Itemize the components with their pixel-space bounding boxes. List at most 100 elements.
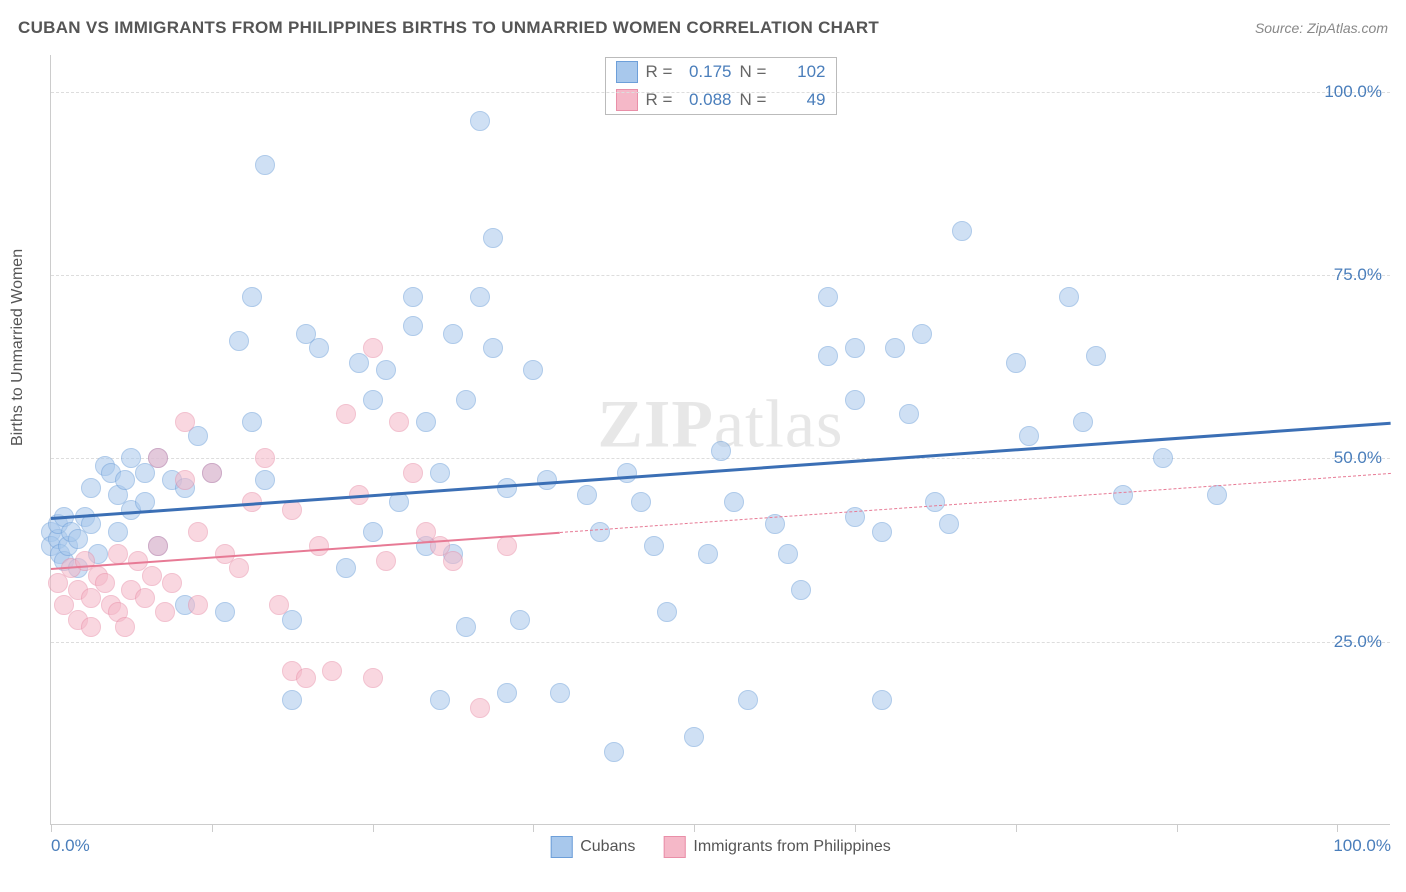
data-point	[818, 287, 838, 307]
data-point	[229, 558, 249, 578]
data-point	[115, 470, 135, 490]
data-point	[108, 522, 128, 542]
data-point	[162, 573, 182, 593]
data-point	[363, 338, 383, 358]
data-point	[376, 360, 396, 380]
data-point	[296, 668, 316, 688]
data-point	[95, 573, 115, 593]
data-point	[1113, 485, 1133, 505]
data-point	[523, 360, 543, 380]
stats-row: R =0.175N =102	[606, 58, 836, 86]
data-point	[175, 470, 195, 490]
data-point	[155, 602, 175, 622]
data-point	[142, 566, 162, 586]
data-point	[115, 617, 135, 637]
data-point	[430, 463, 450, 483]
data-point	[738, 690, 758, 710]
data-point	[778, 544, 798, 564]
legend-swatch	[550, 836, 572, 858]
data-point	[416, 412, 436, 432]
data-point	[81, 478, 101, 498]
data-point	[939, 514, 959, 534]
data-point	[363, 390, 383, 410]
data-point	[657, 602, 677, 622]
data-point	[1006, 353, 1026, 373]
data-point	[483, 338, 503, 358]
data-point	[497, 536, 517, 556]
data-point	[1153, 448, 1173, 468]
data-point	[1059, 287, 1079, 307]
data-point	[363, 668, 383, 688]
x-tick	[373, 824, 374, 832]
data-point	[255, 155, 275, 175]
data-point	[376, 551, 396, 571]
source-label: Source: ZipAtlas.com	[1255, 20, 1388, 36]
data-point	[1086, 346, 1106, 366]
data-point	[550, 683, 570, 703]
chart-title: CUBAN VS IMMIGRANTS FROM PHILIPPINES BIR…	[18, 18, 879, 38]
data-point	[430, 690, 450, 710]
data-point	[872, 690, 892, 710]
data-point	[845, 338, 865, 358]
trend-line	[560, 473, 1391, 533]
data-point	[604, 742, 624, 762]
data-point	[456, 390, 476, 410]
x-tick	[1016, 824, 1017, 832]
data-point	[845, 390, 865, 410]
y-tick-label: 100.0%	[1324, 82, 1382, 102]
data-point	[470, 287, 490, 307]
data-point	[483, 228, 503, 248]
x-tick	[1177, 824, 1178, 832]
y-axis-label: Births to Unmarried Women	[9, 249, 27, 446]
data-point	[242, 287, 262, 307]
data-point	[470, 111, 490, 131]
data-point	[899, 404, 919, 424]
data-point	[188, 522, 208, 542]
data-point	[631, 492, 651, 512]
n-value: 49	[776, 90, 826, 110]
legend-label: Immigrants from Philippines	[693, 838, 890, 856]
data-point	[269, 595, 289, 615]
data-point	[389, 412, 409, 432]
data-point	[711, 441, 731, 461]
data-point	[912, 324, 932, 344]
x-tick	[212, 824, 213, 832]
data-point	[698, 544, 718, 564]
data-point	[188, 595, 208, 615]
r-label: R =	[646, 90, 674, 110]
n-label: N =	[740, 62, 768, 82]
data-point	[148, 536, 168, 556]
data-point	[791, 580, 811, 600]
data-point	[872, 522, 892, 542]
x-tick	[694, 824, 695, 832]
legend-item: Cubans	[550, 836, 635, 858]
r-value: 0.175	[682, 62, 732, 82]
data-point	[925, 492, 945, 512]
data-point	[282, 690, 302, 710]
data-point	[309, 536, 329, 556]
trend-line	[51, 422, 1391, 520]
gridline	[51, 275, 1390, 276]
x-tick	[1337, 824, 1338, 832]
data-point	[1019, 426, 1039, 446]
data-point	[952, 221, 972, 241]
correlation-stats-box: R =0.175N =102R =0.088N =49	[605, 57, 837, 115]
data-point	[1073, 412, 1093, 432]
x-tick-label: 100.0%	[1333, 836, 1391, 856]
data-point	[1207, 485, 1227, 505]
data-point	[229, 331, 249, 351]
legend-swatch	[663, 836, 685, 858]
data-point	[336, 404, 356, 424]
data-point	[309, 338, 329, 358]
x-tick	[51, 824, 52, 832]
data-point	[617, 463, 637, 483]
legend-item: Immigrants from Philippines	[663, 836, 890, 858]
data-point	[443, 551, 463, 571]
data-point	[497, 683, 517, 703]
data-point	[403, 287, 423, 307]
r-value: 0.088	[682, 90, 732, 110]
data-point	[202, 463, 222, 483]
series-swatch	[616, 61, 638, 83]
data-point	[108, 544, 128, 564]
data-point	[644, 536, 664, 556]
